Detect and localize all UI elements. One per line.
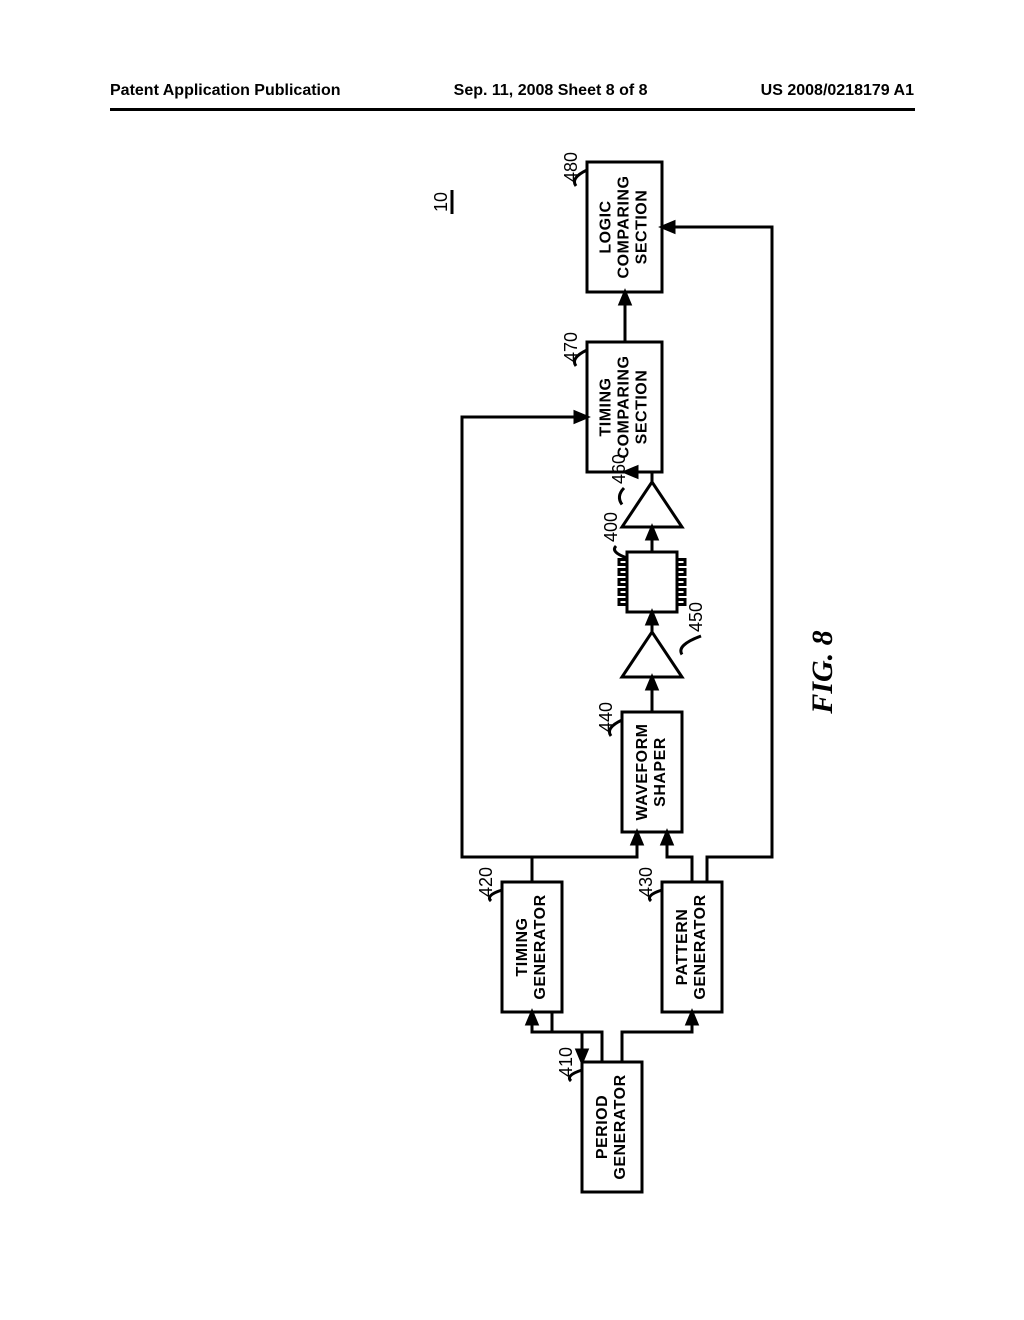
svg-text:TIMING: TIMING	[598, 378, 615, 437]
svg-text:LOGIC: LOGIC	[598, 200, 615, 253]
svg-text:SECTION: SECTION	[634, 370, 651, 445]
svg-text:PATTERN: PATTERN	[674, 909, 691, 986]
svg-text:400: 400	[601, 512, 621, 542]
svg-text:SECTION: SECTION	[634, 190, 651, 265]
svg-text:PERIOD: PERIOD	[594, 1095, 611, 1159]
svg-text:10: 10	[431, 192, 451, 212]
svg-text:COMPARING: COMPARING	[616, 356, 633, 459]
svg-text:COMPARING: COMPARING	[616, 176, 633, 279]
page: Patent Application Publication Sep. 11, …	[0, 0, 1024, 1320]
svg-text:WAVEFORM: WAVEFORM	[634, 723, 651, 820]
svg-text:TIMING: TIMING	[514, 918, 531, 977]
header-rule	[110, 108, 915, 111]
svg-text:GENERATOR: GENERATOR	[612, 1074, 629, 1179]
block-diagram: PERIODGENERATOR410TIMINGGENERATOR420PATT…	[0, 120, 1024, 1220]
svg-text:450: 450	[686, 602, 706, 632]
header-center: Sep. 11, 2008 Sheet 8 of 8	[454, 82, 648, 100]
svg-text:SHAPER: SHAPER	[652, 737, 669, 807]
page-header: Patent Application Publication Sep. 11, …	[0, 82, 1024, 100]
diagram-container: PERIODGENERATOR410TIMINGGENERATOR420PATT…	[0, 120, 1024, 1220]
svg-text:460: 460	[609, 454, 629, 484]
svg-text:GENERATOR: GENERATOR	[692, 894, 709, 999]
svg-text:GENERATOR: GENERATOR	[532, 894, 549, 999]
svg-text:FIG. 8: FIG. 8	[806, 630, 839, 714]
header-right: US 2008/0218179 A1	[761, 82, 914, 100]
header-left: Patent Application Publication	[110, 82, 341, 100]
